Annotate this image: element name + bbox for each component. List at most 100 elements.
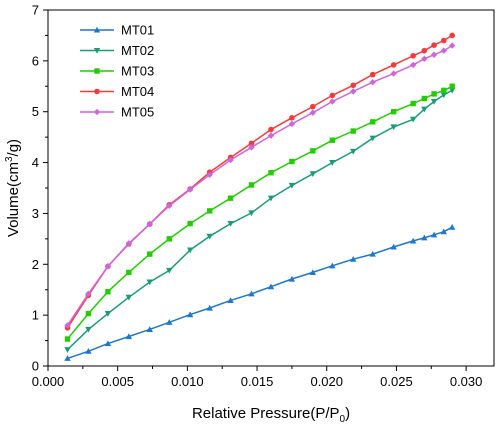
data-point-mt01 [146, 326, 153, 332]
data-point-mt03 [370, 119, 376, 125]
data-point-mt01 [421, 234, 428, 241]
data-point-mt01 [440, 228, 448, 235]
data-point-mt05 [390, 70, 397, 77]
y-tick-label: 7 [32, 3, 39, 18]
legend-item-mt04: MT04 [80, 84, 154, 99]
series-mt02 [64, 87, 456, 353]
data-point-mt02 [448, 87, 456, 94]
data-point-mt03 [350, 128, 356, 134]
x-tick-label: 0.010 [171, 374, 204, 389]
data-point-mt05 [104, 263, 112, 270]
legend-item-mt02: MT02 [80, 43, 154, 58]
legend-item-mt01: MT01 [80, 23, 154, 38]
data-point-mt01 [409, 237, 417, 244]
data-point-mt02 [166, 267, 173, 274]
legend-item-mt05: MT05 [80, 105, 154, 120]
y-tick-label: 0 [32, 359, 39, 374]
data-point-mt03 [421, 95, 428, 102]
data-point-mt01 [227, 297, 234, 303]
data-point-mt04 [449, 32, 455, 39]
data-point-mt02 [329, 160, 336, 166]
series-mt05 [64, 42, 456, 329]
data-point-mt02 [288, 182, 296, 189]
data-point-mt01 [448, 223, 456, 230]
data-point-mt04 [369, 71, 376, 78]
data-point-mt05 [421, 55, 428, 63]
data-point-mt01 [350, 256, 357, 262]
data-point-mt02 [146, 279, 153, 286]
data-point-mt03 [289, 158, 295, 165]
data-point-mt02 [104, 311, 112, 317]
data-point-mt02 [206, 233, 213, 240]
data-point-mt05 [64, 322, 71, 329]
data-point-mt01 [64, 355, 71, 361]
data-point-mt02 [64, 347, 71, 353]
plot-frame [47, 9, 495, 367]
data-point-mt04 [431, 42, 437, 48]
data-point-mt01 [85, 348, 92, 354]
data-point-mt05 [248, 144, 255, 151]
x-tick-label: 0.030 [450, 374, 483, 389]
legend-item-mt03: MT03 [80, 64, 154, 79]
data-point-mt04 [410, 52, 416, 59]
data-point-mt01 [390, 243, 397, 250]
x-tick-label: 0.020 [310, 374, 343, 389]
data-point-mt03 [187, 220, 193, 227]
data-point-mt05 [409, 61, 417, 69]
data-point-mt01 [248, 290, 255, 297]
data-point-mt01 [309, 269, 317, 275]
series-line-mt04 [66, 34, 453, 329]
data-point-mt04 [248, 140, 255, 147]
data-point-mt02 [409, 116, 417, 123]
data-point-mt05 [440, 47, 448, 54]
data-point-mt02 [309, 171, 317, 177]
x-tick-label: 0.000 [32, 374, 65, 389]
data-point-mt03 [390, 109, 397, 115]
legend-label-mt02: MT02 [121, 43, 154, 58]
data-point-mt03 [329, 137, 336, 143]
data-point-mt05 [448, 42, 456, 49]
data-point-mt03 [64, 336, 71, 342]
series-line-mt01 [67, 226, 453, 360]
data-point-mt02 [440, 92, 448, 99]
data-point-mt03 [105, 289, 111, 295]
data-point-mt03 [449, 83, 455, 89]
data-point-mt02 [369, 135, 376, 142]
x-tick-label: 0.025 [380, 374, 413, 389]
data-point-mt05 [166, 202, 173, 209]
data-point-mt05 [309, 109, 317, 116]
data-point-mt02 [125, 294, 133, 301]
data-point-mt02 [267, 195, 275, 202]
x-tick-label: 0.005 [101, 374, 134, 389]
y-tick-label: 6 [32, 53, 39, 68]
data-point-mt02 [421, 106, 428, 113]
data-point-mt03 [268, 170, 274, 176]
data-point-mt05 [146, 220, 153, 228]
axis-ticks: 0.000 0.005 0.010 0.015 0.020 0.025 0.030 0 1 2 3 4… [32, 3, 483, 390]
data-point-mt03 [248, 182, 255, 188]
legend-label-mt01: MT01 [121, 23, 154, 38]
data-point-mt01 [104, 340, 112, 347]
y-tick-label: 2 [32, 257, 39, 272]
data-point-mt05 [430, 51, 438, 58]
data-point-mt03 [441, 87, 447, 94]
data-point-mt02 [350, 148, 357, 155]
data-point-mt04 [329, 92, 336, 99]
legend-marker-mt05 [93, 108, 101, 116]
data-point-mt01 [166, 319, 173, 325]
data-point-mt04 [350, 82, 357, 89]
legend-label-mt05: MT05 [121, 105, 154, 120]
data-point-mt04 [289, 115, 295, 121]
data-point-mt02 [430, 98, 438, 105]
data-point-mt02 [390, 124, 397, 131]
series-layer [64, 32, 456, 361]
y-tick-label: 5 [32, 104, 39, 119]
data-point-mt05 [186, 186, 194, 193]
data-point-mt04 [390, 62, 397, 68]
data-point-mt03 [227, 195, 234, 201]
y-tick-label: 3 [32, 206, 39, 221]
data-point-mt03 [206, 208, 213, 214]
x-axis-title: Relative Pressure(P/P0) [192, 405, 350, 425]
legend-marker-mt03 [94, 68, 100, 74]
